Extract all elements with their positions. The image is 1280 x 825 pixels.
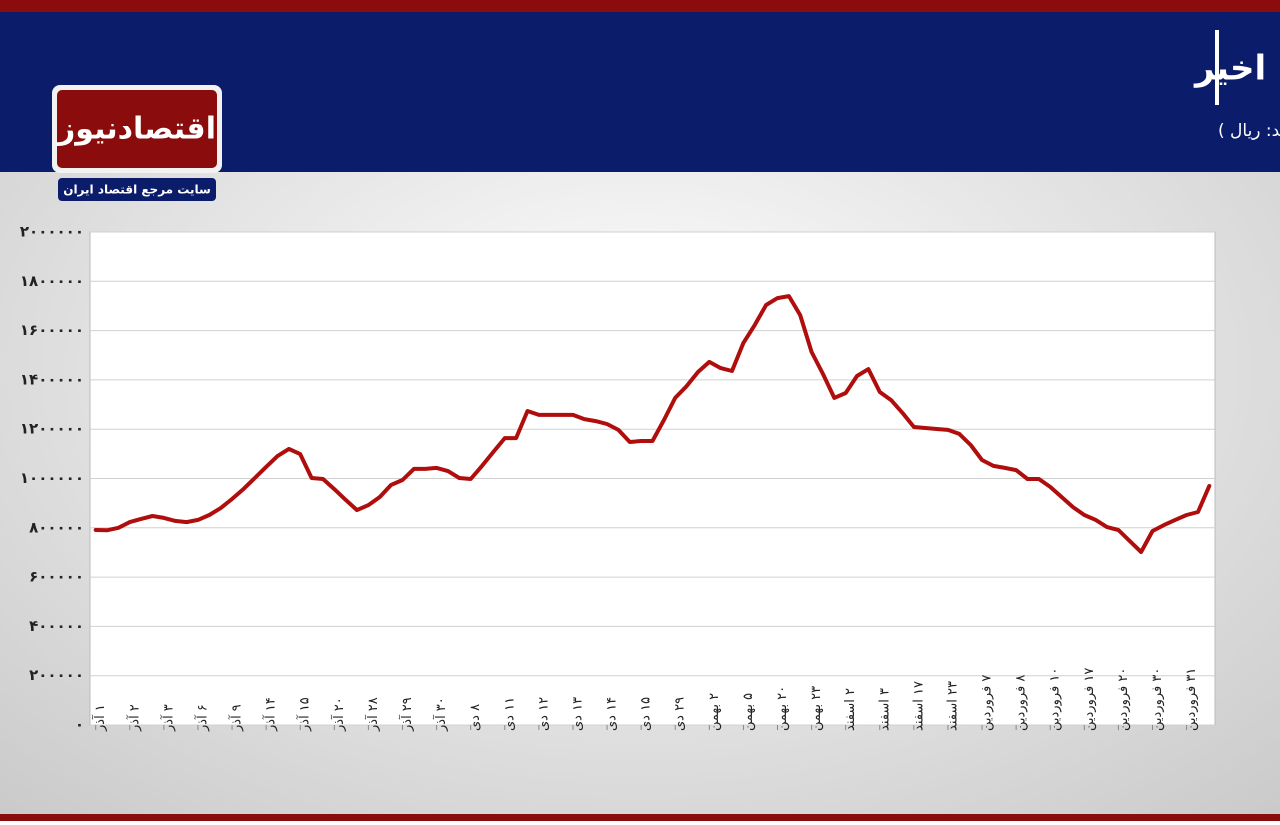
price-line [93, 294, 1212, 554]
x-tick-label: ۱۴ آذر [262, 697, 279, 732]
y-tick-label: ۲۰۰۰۰۰ [29, 666, 84, 684]
x-tick-label: ۱ آذر [91, 704, 108, 732]
x-tick-label: ۳۰ آذر [432, 697, 449, 732]
x-tick-label: ۲۳ اسفند [945, 681, 960, 731]
logo-tagline: سایت مرجع اقتصاد ایران [63, 183, 211, 197]
y-tick-label: ۱۶۰۰۰۰۰ [20, 321, 84, 339]
x-tick-label: ۱۴ دی [605, 697, 620, 731]
top-bar [0, 0, 1280, 12]
x-tick-label: ۱۲ دی [536, 697, 551, 731]
x-tick-label: ۲ بهمن [707, 693, 722, 731]
x-tick-label: ۵ بهمن [741, 693, 756, 731]
x-tick-label: ۲۰ فروردین [1116, 668, 1131, 731]
x-tick-label: ۳ اسفند [877, 688, 892, 731]
logo-box [57, 90, 217, 168]
y-tick-label: ۱۰۰۰۰۰۰ [20, 469, 84, 487]
logo-tag-box [58, 178, 216, 201]
x-tick-label: ۳۰ فروردین [1150, 668, 1165, 731]
x-tick-label: ۱۱ دی [502, 697, 517, 731]
y-tick-label: ۱۸۰۰۰۰۰ [20, 272, 84, 290]
x-tick-label: ۳ آذر [159, 704, 176, 732]
y-tick-label: ۲۰۰۰۰۰۰ [20, 223, 84, 241]
x-tick-label: ۱۷ اسفند [911, 681, 926, 731]
y-tick-label: ۰ [75, 716, 84, 734]
y-tick-label: ۴۰۰۰۰۰ [29, 617, 84, 635]
x-tick-label: ۲۹ آذر [398, 697, 415, 732]
x-tick-label: ۹ آذر [228, 704, 245, 732]
x-tick-label: ۱۵ دی [639, 697, 654, 731]
chart-subtitle: (واحد: ریال ) [1218, 121, 1280, 141]
x-tick-label: ۱۵ آذر [296, 697, 313, 732]
x-tick-label: ۳۱ فروردین [1184, 668, 1199, 731]
x-tick-label: ۷ فروردین [980, 675, 995, 731]
x-tick-label: ۲ اسفند [843, 688, 858, 731]
x-tick-label: ۸ دی [468, 704, 483, 731]
x-tick-label: ۲۳ بهمن [809, 686, 824, 731]
x-tick-label: ۲۰ آذر [330, 697, 347, 732]
logo-name: اقتصادنیوز [56, 112, 216, 147]
x-tick-label: ۸ فروردین [1014, 675, 1029, 731]
x-tick-label: ۱۰ فروردین [1048, 668, 1063, 731]
chart-title: روند قیمت اوراق تسه در ماه‌های اخیر [1193, 49, 1280, 89]
x-tick-label: ۲۹ دی [673, 697, 688, 731]
x-tick-label: ۲۰ بهمن [775, 686, 790, 731]
title-divider [1215, 30, 1219, 105]
y-tick-label: ۱۲۰۰۰۰۰ [20, 420, 84, 438]
x-tick-label: ۱۷ فروردین [1082, 668, 1097, 731]
x-tick-label: ۱۳ دی [570, 697, 585, 731]
y-tick-label: ۸۰۰۰۰۰ [29, 518, 84, 536]
x-tick-label: ۲۸ آذر [364, 697, 381, 732]
x-tick-label: ۶ آذر [193, 704, 210, 732]
y-tick-label: ۱۴۰۰۰۰۰ [20, 370, 84, 388]
y-tick-label: ۶۰۰۰۰۰ [29, 568, 84, 586]
bottom-bar [0, 814, 1280, 821]
x-tick-label: ۲ آذر [125, 704, 142, 732]
